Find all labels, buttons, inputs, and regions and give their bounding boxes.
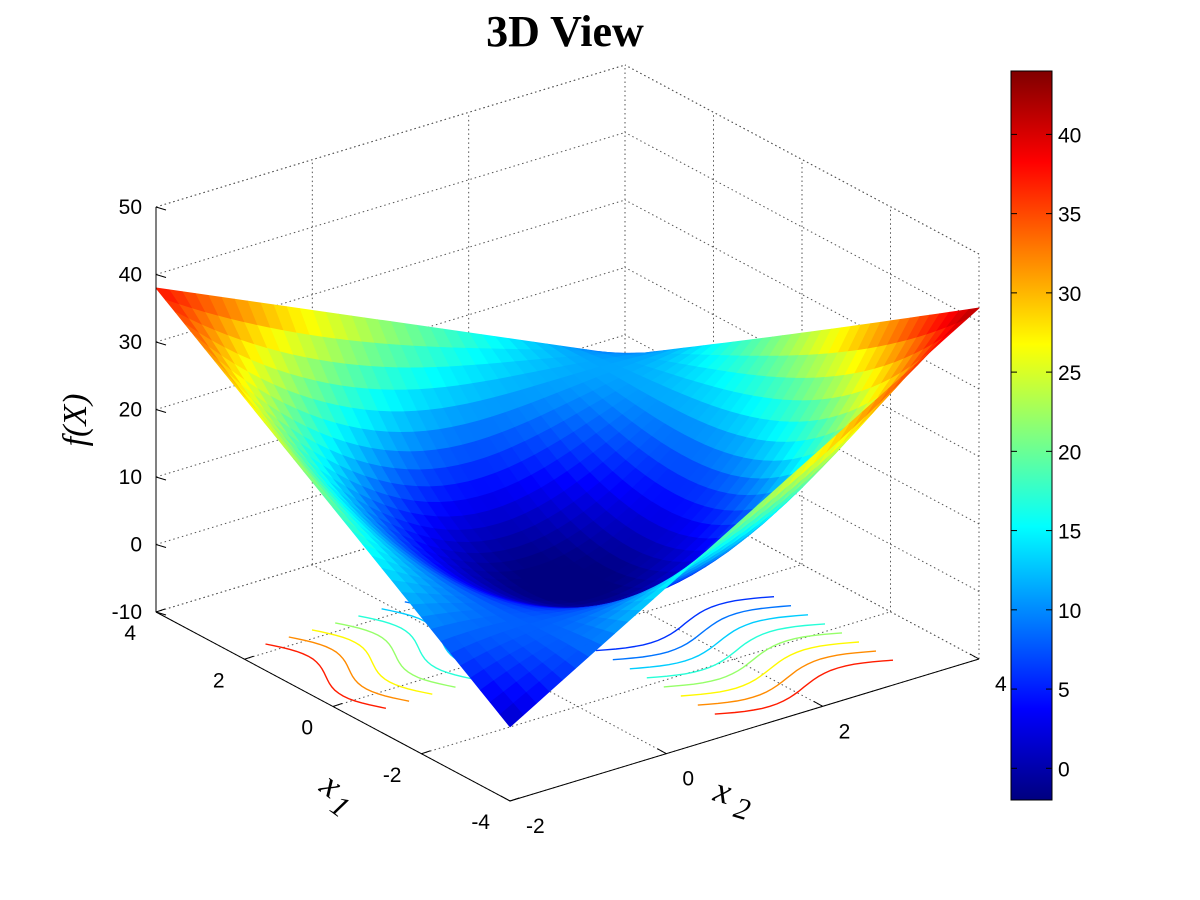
floor-contour-right [595, 596, 775, 652]
floor-contour-right [697, 650, 877, 706]
z-tick-label: 20 [119, 399, 142, 422]
floor-contour-right [714, 659, 894, 715]
x-axis-label-sub: 2 [730, 791, 754, 827]
y-tick-labels: -4 -2 0 2 4 [124, 622, 490, 834]
z-axis-label-text: f(X) [57, 394, 94, 447]
x-tick-labels: -2 0 2 4 [526, 673, 1007, 838]
colorbar-tick-label: 0 [1058, 758, 1070, 781]
z-tick-label: 50 [119, 196, 142, 219]
axes-lines [155, 206, 980, 802]
x-tick-label: 4 [995, 673, 1007, 696]
y-tick-label: 0 [301, 717, 313, 740]
colorbar-fill [1010, 70, 1053, 801]
floor-contour-left [311, 629, 433, 695]
chart-title: 3D View [486, 7, 644, 56]
x-axis-label: x2 [706, 769, 758, 827]
x-tick-label: 0 [682, 768, 694, 791]
colorbar-tick-label: 35 [1058, 204, 1081, 227]
floor-contour-left [335, 622, 456, 688]
floor-contour-right [629, 614, 809, 670]
y-tick-label: 4 [124, 622, 136, 645]
floor-contour-right [680, 641, 860, 697]
colorbar-tick-label: 5 [1058, 679, 1070, 702]
z-tick-labels: -10 0 10 20 30 40 50 [112, 196, 142, 624]
y-tick-label: 2 [213, 669, 225, 692]
z-tick-label: 0 [130, 534, 142, 557]
y-tick-label: -2 [383, 764, 402, 787]
colorbar: 0 5 10 15 20 25 30 35 40 [1010, 70, 1081, 801]
z-tick-label: -10 [112, 601, 142, 624]
colorbar-tick-label: 10 [1058, 600, 1081, 623]
z-tick-label: 10 [119, 466, 142, 489]
colorbar-tick-label: 30 [1058, 283, 1081, 306]
x-tick-label: 2 [839, 720, 851, 743]
y-tick-label: -4 [471, 811, 490, 834]
colorbar-tick-label: 15 [1058, 521, 1081, 544]
x-tick-label: -2 [526, 815, 545, 838]
floor-contour-right [612, 605, 792, 661]
y-axis-label: x1 [307, 764, 365, 825]
z-tick-label: 30 [119, 331, 142, 354]
colorbar-tick-label: 20 [1058, 441, 1081, 464]
surface-plot [155, 287, 980, 728]
floor-contour-left [265, 643, 387, 709]
floor-contour-right [663, 632, 843, 688]
colorbar-ticks: 0 5 10 15 20 25 30 35 40 [1011, 124, 1081, 781]
z-axis-label: f(X) [57, 394, 94, 447]
x-axis-label-text: x2 [706, 769, 758, 827]
colorbar-tick-label: 40 [1058, 124, 1081, 147]
y-axis-label-text: x1 [307, 764, 365, 825]
surface-patch [499, 703, 524, 728]
floor-contour-right [646, 623, 826, 679]
z-tick-label: 40 [119, 264, 142, 287]
x-axis-label-main: x [709, 769, 736, 812]
floor-contour-left [358, 615, 479, 681]
colorbar-tick-label: 25 [1058, 362, 1081, 385]
floor-contour-left [288, 636, 410, 702]
